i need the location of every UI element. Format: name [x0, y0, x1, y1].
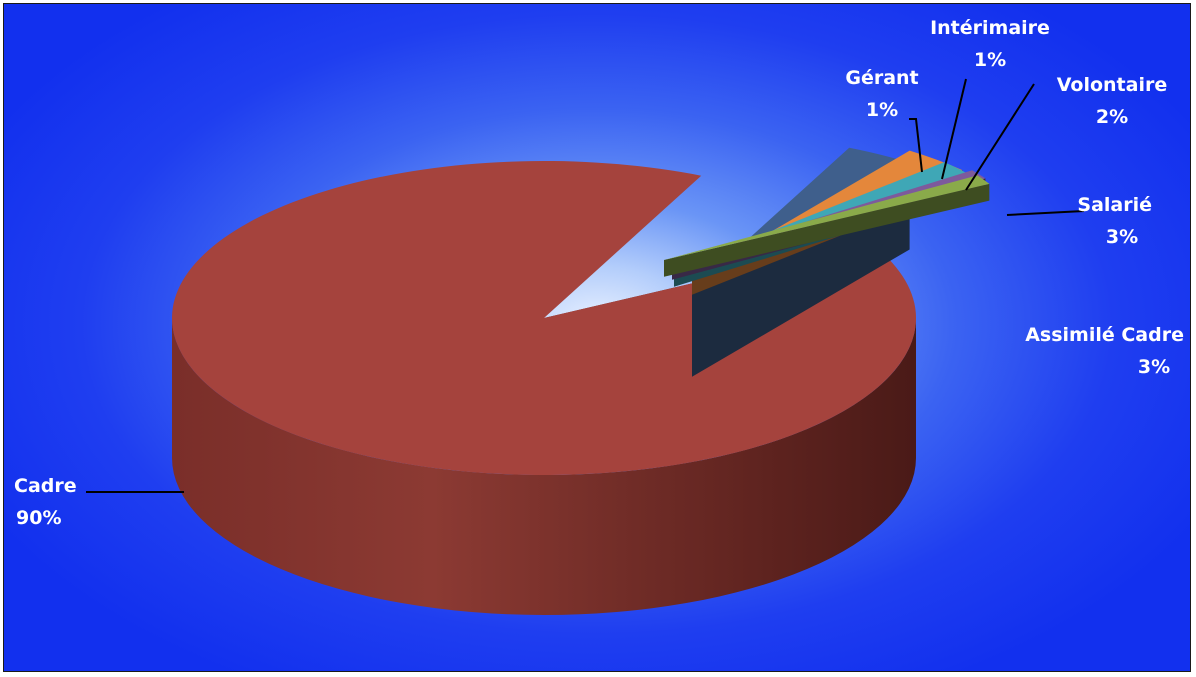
leader-line: [1006, 210, 1085, 216]
slice-percent-label: 2%: [1096, 106, 1128, 128]
slice-side: [172, 318, 916, 615]
slice-category-label: Gérant: [845, 67, 918, 89]
slice-percent-label: 1%: [866, 99, 898, 121]
slice-category-label: Cadre: [14, 475, 77, 497]
leader-line: [909, 118, 923, 173]
slice-category-label: Salarié: [1077, 194, 1152, 216]
pie-chart: Cadre 90% Assimilé Cadre 3% Salarié 3% Volonta…: [14, 17, 1184, 615]
slice-percent-label: 1%: [974, 49, 1006, 71]
slice-category-label: Volontaire: [1057, 74, 1167, 96]
slice-category-label: Assimilé Cadre: [1025, 324, 1184, 346]
leader-line: [941, 78, 967, 180]
slice-g-rant: [664, 175, 990, 277]
chart-frame: Cadre 90% Assimilé Cadre 3% Salarié 3% Volonta…: [3, 3, 1191, 672]
slice-top: [664, 175, 990, 260]
slice-category-label: Intérimaire: [930, 17, 1050, 39]
slice-percent-label: 90%: [16, 507, 61, 529]
slice-cut-face: [664, 183, 990, 277]
slice-percent-label: 3%: [1138, 356, 1170, 378]
leader-line: [965, 83, 1035, 191]
slice-percent-label: 3%: [1106, 226, 1138, 248]
slice-top: [172, 161, 917, 475]
